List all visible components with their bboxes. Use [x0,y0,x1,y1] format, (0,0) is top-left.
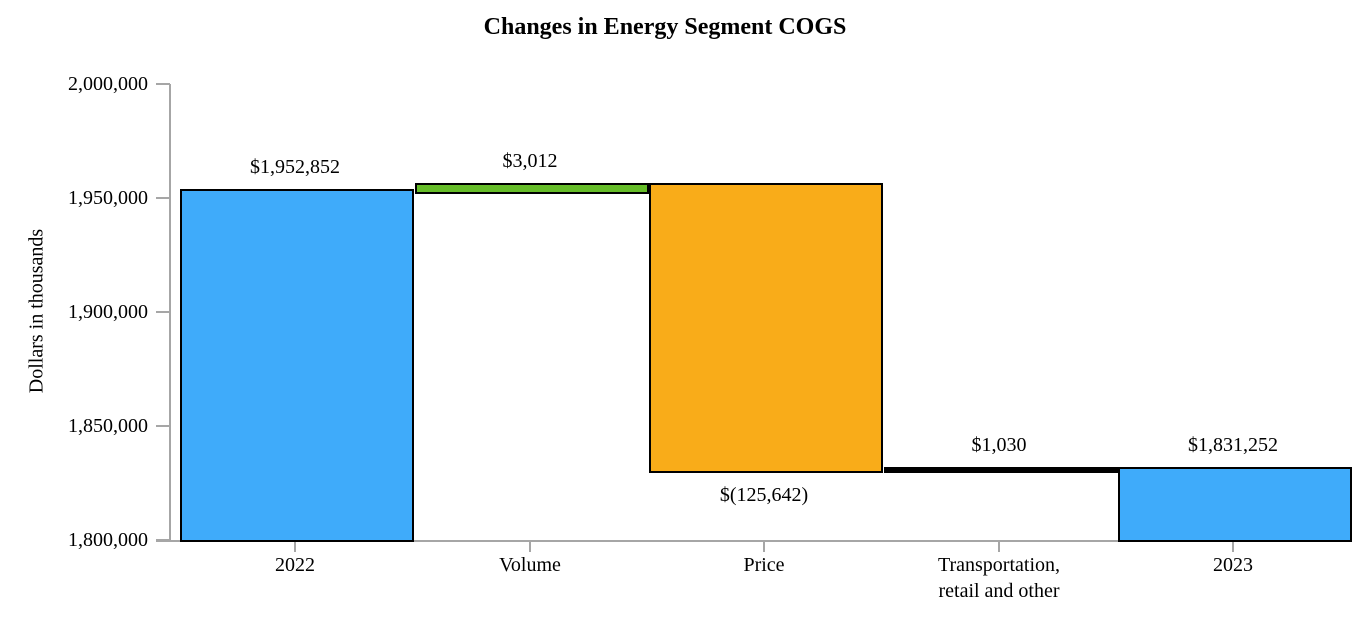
y-axis-tick [156,197,170,199]
y-axis-tick [156,539,170,541]
category-label: 2023 [1213,554,1253,576]
x-axis-line [156,540,1350,542]
bar-2022 [180,189,414,542]
x-axis-tick [529,542,531,552]
y-tick-label: 1,800,000 [68,529,148,551]
y-axis-tick [156,311,170,313]
y-axis-tick [156,83,170,85]
category-label: Price [743,554,785,576]
x-axis-tick [294,542,296,552]
x-axis-tick [998,542,1000,552]
category-label: Volume [499,554,561,576]
category-label: 2022 [275,554,315,576]
bar-price [649,183,883,473]
category-label: Transportation, retail and other [937,554,1061,602]
y-axis-tick [156,425,170,427]
data-label: $1,952,852 [250,156,340,178]
x-axis-tick [763,542,765,552]
bar-2023 [1118,467,1352,542]
y-tick-label: 1,900,000 [68,301,148,323]
bar-volume [415,183,649,194]
bar-transportation-retail-and-other [884,467,1118,473]
x-axis-tick [1232,542,1234,552]
y-tick-label: 1,950,000 [68,187,148,209]
y-tick-label: 1,850,000 [68,415,148,437]
data-label: $1,030 [971,434,1027,456]
y-axis-line [169,84,171,542]
chart-title: Changes in Energy Segment COGS [483,14,847,40]
data-label: $(125,642) [719,484,809,506]
data-label: $1,831,252 [1188,434,1278,456]
data-label: $3,012 [502,150,558,172]
y-tick-label: 2,000,000 [68,73,148,95]
